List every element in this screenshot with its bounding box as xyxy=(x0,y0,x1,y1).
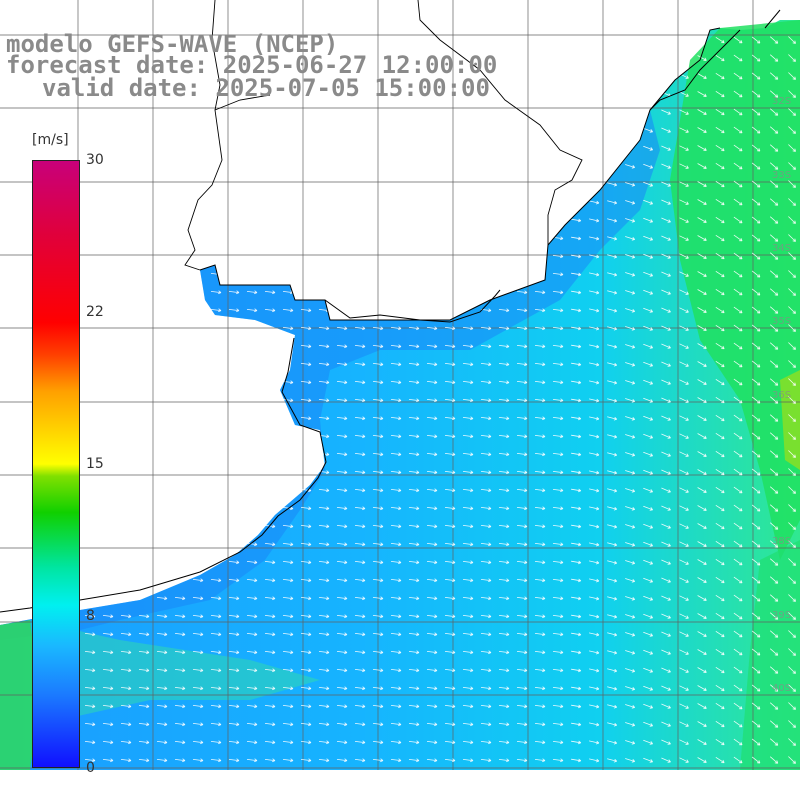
svg-text:34S: 34S xyxy=(772,243,791,254)
colorbar-tick-15: 15 xyxy=(86,456,104,472)
svg-text:33S: 33S xyxy=(772,170,791,181)
svg-text:35S: 35S xyxy=(772,316,791,327)
colorbar-tick-22: 22 xyxy=(86,304,104,320)
forecast-date: forecast date: 2025-06-27 12:00:00 xyxy=(6,51,498,79)
model-title: modelo GEFS-WAVE (NCEP) xyxy=(6,30,339,58)
sea-high-wind-southeast xyxy=(740,540,800,770)
wind-arrow-field xyxy=(84,36,796,764)
coastline xyxy=(0,9,781,613)
lat-lon-grid xyxy=(0,0,800,770)
colorbar xyxy=(32,160,80,768)
political-borders xyxy=(184,0,583,271)
sea-highest-wind-east xyxy=(780,370,800,470)
colorbar-tick-8: 8 xyxy=(86,608,95,624)
grid-labels: 32S 33S 34S 35S 36S 38S 39S 40S xyxy=(772,96,791,694)
svg-text:32S: 32S xyxy=(772,96,791,107)
colorbar-unit: [m/s] xyxy=(32,132,69,148)
colorbar-tick-30: 30 xyxy=(86,152,104,168)
svg-text:38S: 38S xyxy=(772,536,791,547)
colorbar-tick-0: 0 xyxy=(86,760,95,776)
svg-text:36S: 36S xyxy=(772,390,791,401)
svg-text:40S: 40S xyxy=(772,683,791,694)
valid-date: valid date: 2025-07-05 15:00:00 xyxy=(42,74,490,102)
svg-text:39S: 39S xyxy=(772,610,791,621)
wind-arrows xyxy=(84,36,796,764)
